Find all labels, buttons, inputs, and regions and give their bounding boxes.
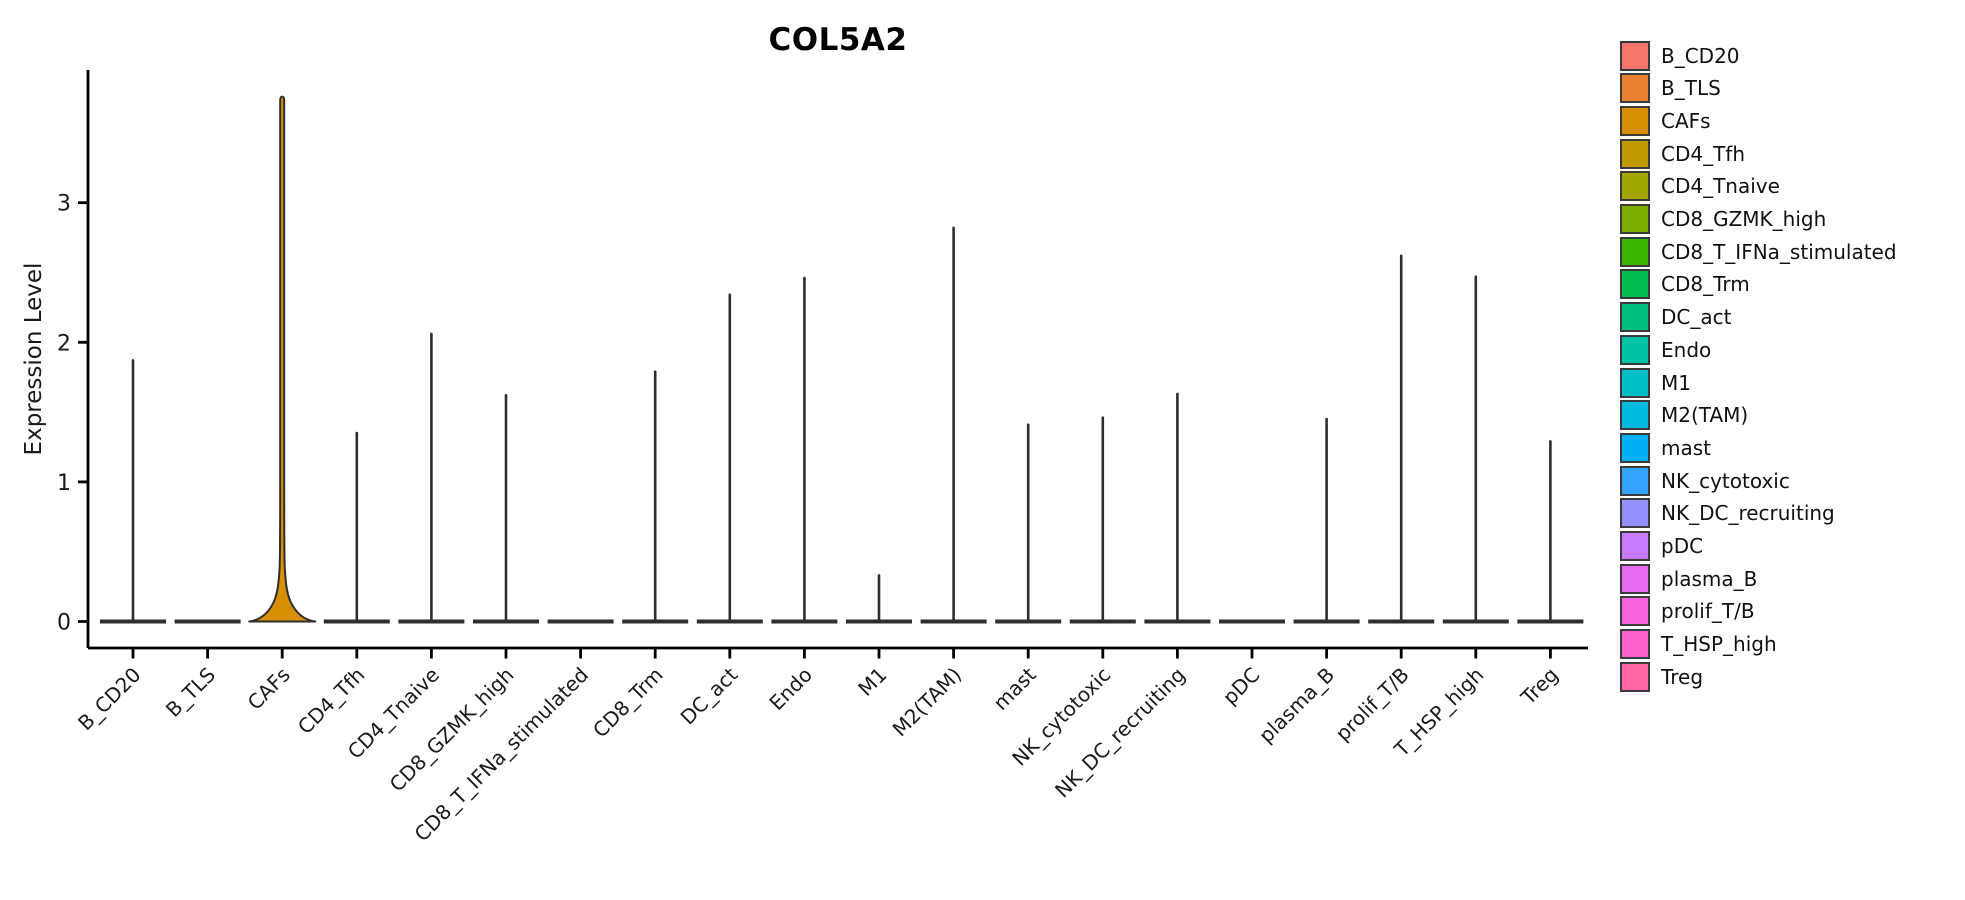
legend-item-M1: M1 xyxy=(1620,367,1691,398)
y-tick-label: 2 xyxy=(57,331,71,356)
legend-item-plasma_B: plasma_B xyxy=(1620,563,1758,594)
y-tick-label: 3 xyxy=(57,192,71,217)
legend-swatch-CD8_GZMK_high xyxy=(1620,204,1650,234)
legend-swatch-CD8_Trm xyxy=(1620,269,1650,300)
y-tick-label: 0 xyxy=(57,611,71,636)
x-tick-label: CD4_Tfh xyxy=(293,663,369,739)
legend-label: mast xyxy=(1661,435,1711,460)
legend-swatch-NK_cytotoxic xyxy=(1620,465,1650,496)
legend-label: Endo xyxy=(1661,337,1712,362)
x-tick-label: CD8_GZMK_high xyxy=(385,663,519,797)
legend-swatch-CD8_T_IFNa_stimulated xyxy=(1620,236,1650,267)
legend-swatch-CD4_Tfh xyxy=(1620,138,1650,169)
legend-label: DC_act xyxy=(1661,305,1732,330)
legend-swatch-Endo xyxy=(1620,334,1650,365)
x-tick-label: plasma_B xyxy=(1254,663,1339,748)
legend-item-Endo: Endo xyxy=(1620,334,1712,365)
legend-item-B_CD20: B_CD20 xyxy=(1620,40,1740,71)
legend-item-NK_DC_recruiting: NK_DC_recruiting xyxy=(1620,498,1835,529)
x-tick-label: mast xyxy=(988,662,1040,714)
x-tick-label: CAFs xyxy=(243,663,295,715)
legend-swatch-prolif_T/B xyxy=(1620,596,1650,627)
legend-label: Treg xyxy=(1661,664,1704,689)
legend-label: B_CD20 xyxy=(1661,43,1740,68)
legend-item-mast: mast xyxy=(1620,432,1711,463)
legend-swatch-plasma_B xyxy=(1620,563,1650,594)
legend-item-B_TLS: B_TLS xyxy=(1620,73,1721,104)
legend-swatch-Treg xyxy=(1620,661,1650,692)
legend-item-CD8_GZMK_high: CD8_GZMK_high xyxy=(1620,204,1826,234)
legend-swatch-T_HSP_high xyxy=(1620,629,1650,660)
legend-item-T_HSP_high: T_HSP_high xyxy=(1620,629,1777,660)
legend-item-CD8_Trm: CD8_Trm xyxy=(1620,269,1750,300)
legend-swatch-M1 xyxy=(1620,367,1650,398)
legend-label: CD8_T_IFNa_stimulated xyxy=(1661,239,1897,264)
legend-label: T_HSP_high xyxy=(1661,632,1777,657)
legend-label: CD8_GZMK_high xyxy=(1661,207,1827,231)
x-tick-label: NK_DC_recruiting xyxy=(1050,663,1190,803)
legend-item-Treg: Treg xyxy=(1620,661,1704,692)
legend-item-CAFs: CAFs xyxy=(1620,105,1711,136)
legend-swatch-CAFs xyxy=(1620,105,1650,136)
legend-swatch-B_TLS xyxy=(1620,73,1650,104)
legend-swatch-DC_act xyxy=(1620,302,1650,333)
legend-label: M1 xyxy=(1661,370,1691,395)
legend-label: prolif_T/B xyxy=(1661,599,1755,624)
legend-swatch-B_CD20 xyxy=(1620,40,1650,71)
legend: B_CD20 B_TLS CAFs CD4_Tfh CD4_Tnaive CD8_GZMK… xyxy=(1620,0,1965,900)
legend-label: B_TLS xyxy=(1661,76,1721,101)
legend-label: CD4_Tnaive xyxy=(1661,174,1780,199)
legend-swatch-M2(TAM) xyxy=(1620,400,1650,431)
violin-CAFs xyxy=(248,95,317,623)
x-tick-label: DC_act xyxy=(676,662,743,729)
legend-swatch-CD4_Tnaive xyxy=(1620,171,1650,202)
legend-item-CD8_T_IFNa_stimulated: CD8_T_IFNa_stimulated xyxy=(1620,236,1897,267)
legend-item-pDC: pDC xyxy=(1620,531,1703,561)
x-tick-label: B_TLS xyxy=(161,663,220,722)
legend-label: NK_cytotoxic xyxy=(1661,468,1790,493)
x-tick-label: Endo xyxy=(764,663,817,716)
chart-title: COL5A2 xyxy=(768,22,908,58)
legend-label: M2(TAM) xyxy=(1661,403,1749,428)
legend-item-NK_cytotoxic: NK_cytotoxic xyxy=(1620,465,1790,496)
legend-item-CD4_Tfh: CD4_Tfh xyxy=(1620,138,1746,169)
legend-label: pDC xyxy=(1661,534,1704,558)
legend-swatch-pDC xyxy=(1620,531,1650,561)
y-tick-label: 1 xyxy=(57,471,71,496)
legend-label: CAFs xyxy=(1661,108,1711,133)
legend-label: CD4_Tfh xyxy=(1661,141,1746,166)
x-tick-label: B_CD20 xyxy=(73,663,146,736)
legend-swatch-mast xyxy=(1620,432,1650,463)
legend-label: CD8_Trm xyxy=(1661,272,1750,297)
x-tick-label: M1 xyxy=(853,663,891,701)
legend-item-M2(TAM): M2(TAM) xyxy=(1620,400,1749,431)
legend-item-prolif_T/B: prolif_T/B xyxy=(1620,596,1755,627)
x-tick-label: Treg xyxy=(1516,663,1563,710)
x-tick-label: pDC xyxy=(1218,663,1265,710)
legend-item-DC_act: DC_act xyxy=(1620,302,1732,333)
x-tick-label: M2(TAM) xyxy=(888,663,967,742)
x-tick-label: CD8_Trm xyxy=(588,663,668,743)
legend-label: plasma_B xyxy=(1661,566,1758,591)
legend-item-CD4_Tnaive: CD4_Tnaive xyxy=(1620,171,1780,202)
legend-swatch-NK_DC_recruiting xyxy=(1620,498,1650,529)
legend-label: NK_DC_recruiting xyxy=(1661,501,1835,526)
